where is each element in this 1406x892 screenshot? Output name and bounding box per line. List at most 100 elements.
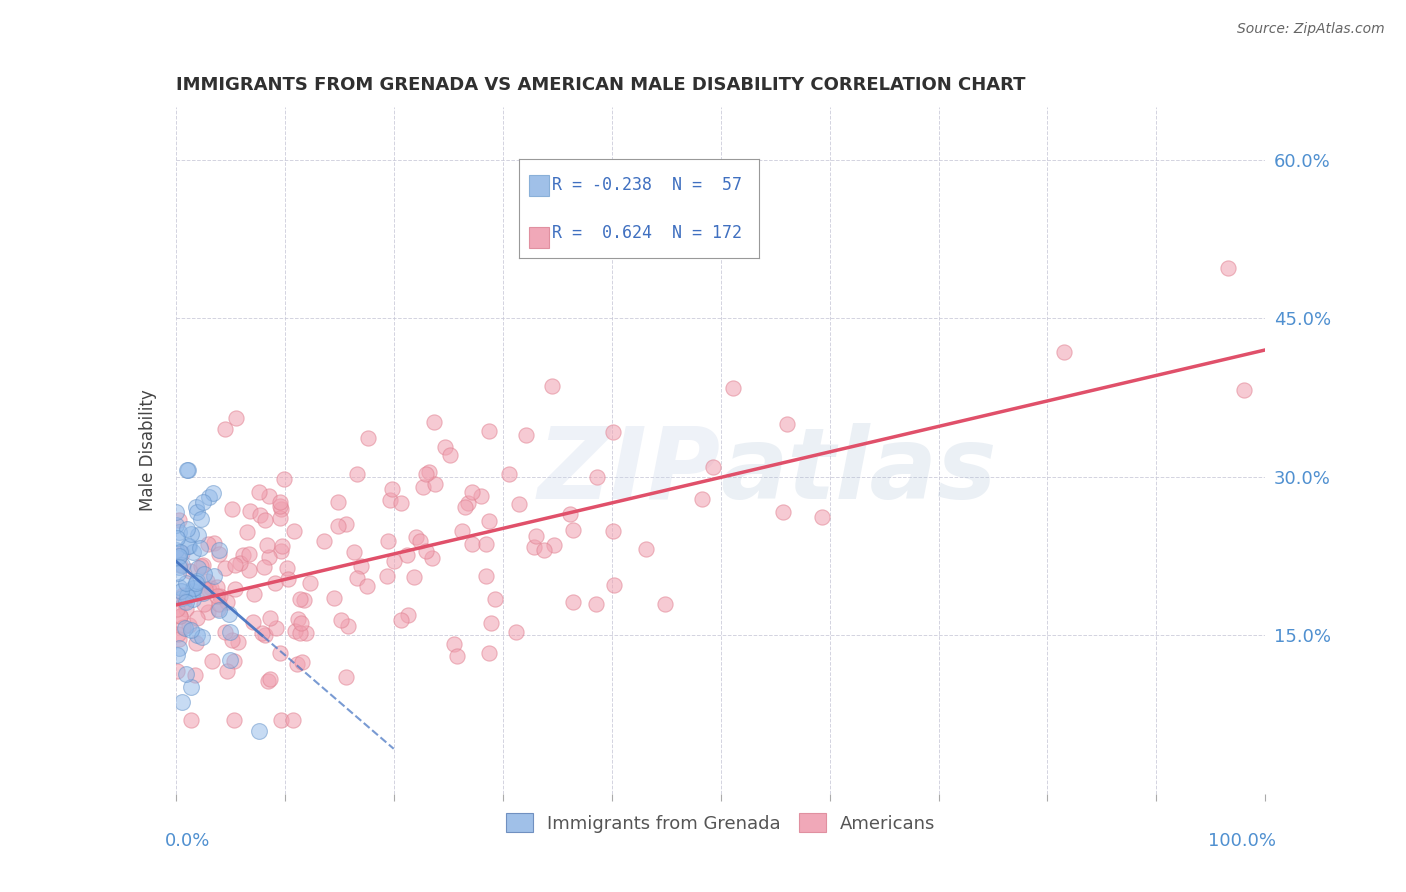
Point [202, 536, 225, 550]
Point [190, 511, 212, 525]
Point [177, 463, 200, 477]
Point [172, 558, 194, 573]
Point [236, 525, 259, 540]
Text: 0.0%: 0.0% [165, 831, 211, 850]
Point [207, 597, 229, 611]
Point [323, 591, 346, 605]
Text: ZIP: ZIP [537, 423, 721, 519]
Point [389, 613, 412, 627]
Point [183, 582, 205, 596]
Point [405, 531, 427, 545]
Point [224, 558, 246, 572]
Point [326, 494, 349, 508]
Point [167, 513, 190, 527]
Point [249, 485, 271, 500]
Point [184, 668, 207, 682]
Point [181, 583, 204, 598]
Point [772, 505, 794, 519]
Point [208, 543, 231, 558]
Point [326, 518, 349, 533]
Point [207, 602, 229, 616]
Point [250, 626, 273, 640]
Point [187, 561, 209, 575]
Point [177, 618, 200, 632]
Point [187, 528, 209, 542]
Point [221, 632, 243, 647]
Point [264, 621, 287, 635]
Point [422, 551, 444, 566]
Point [218, 607, 240, 621]
Point [167, 641, 190, 656]
Point [172, 588, 194, 602]
Point [205, 590, 228, 604]
Point [226, 635, 249, 649]
Point [269, 495, 291, 509]
Point [439, 449, 461, 463]
Point [191, 558, 214, 572]
Point [412, 480, 434, 494]
Point [270, 544, 292, 558]
Point [475, 536, 498, 550]
Point [193, 566, 215, 581]
Point [165, 518, 187, 533]
Point [284, 624, 307, 638]
Point [461, 536, 484, 550]
Point [423, 477, 446, 491]
Point [451, 524, 474, 539]
Point [191, 586, 214, 600]
Point [396, 608, 419, 623]
Point [415, 544, 437, 558]
Point [186, 627, 208, 641]
Point [404, 570, 426, 584]
Point [202, 569, 225, 583]
Point [165, 506, 187, 520]
Point [263, 575, 285, 590]
Legend: Immigrants from Grenada, Americans: Immigrants from Grenada, Americans [498, 805, 943, 839]
Point [217, 665, 239, 679]
Point [776, 417, 799, 431]
Point [169, 608, 191, 623]
Point [176, 463, 198, 477]
Point [166, 648, 188, 662]
Point [166, 531, 188, 545]
Point [292, 592, 315, 607]
Point [298, 576, 321, 591]
Point [396, 548, 419, 562]
Point [312, 533, 335, 548]
Point [201, 655, 224, 669]
Point [188, 541, 211, 555]
Point [498, 467, 520, 482]
Point [219, 625, 242, 640]
Point [169, 584, 191, 599]
Point [558, 507, 581, 521]
Point [243, 587, 266, 601]
Point [283, 524, 305, 538]
Point [193, 597, 215, 611]
Point [242, 615, 264, 629]
Point [256, 673, 278, 688]
Point [254, 513, 277, 527]
Point [443, 637, 465, 651]
Point [191, 630, 214, 644]
Point [561, 523, 583, 537]
Point [288, 626, 311, 640]
Point [295, 625, 318, 640]
Point [169, 609, 191, 624]
Point [179, 539, 201, 553]
Point [170, 591, 193, 606]
Point [259, 672, 281, 686]
Point [271, 539, 294, 553]
Point [198, 583, 221, 598]
Point [167, 549, 190, 563]
Point [543, 539, 565, 553]
Point [356, 579, 378, 593]
Point [346, 571, 368, 585]
Point [165, 543, 187, 558]
Point [186, 500, 208, 515]
Point [170, 695, 193, 709]
Point [335, 670, 357, 684]
Point [229, 556, 252, 570]
Point [166, 550, 188, 565]
Point [377, 533, 399, 548]
Point [273, 472, 295, 486]
